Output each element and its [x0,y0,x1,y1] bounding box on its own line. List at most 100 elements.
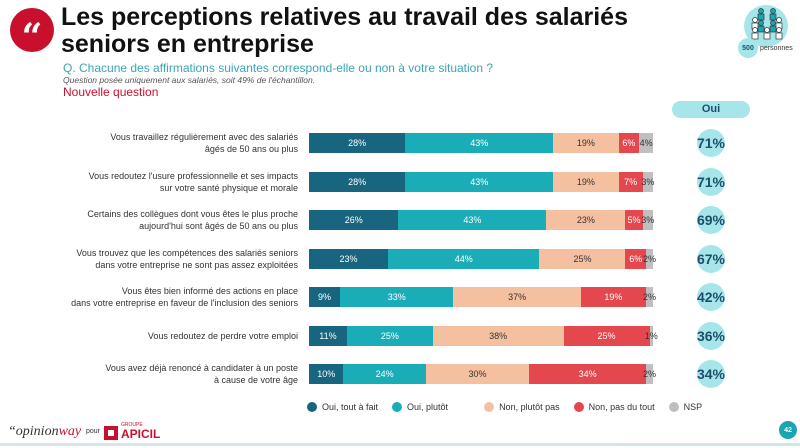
bar-segment-non-plut-t-pas: 19% [553,171,619,192]
legend-swatch [668,402,679,412]
pour-label: pour [86,428,101,435]
category-label-line: dans votre entreprise ne sont pas assez … [95,259,298,270]
category-label-line: Vous redoutez l'usure professionnelle et… [88,170,298,181]
apicil-logo: GROUPE APICIL [104,423,160,440]
legend-label: Oui, plutôt [407,402,449,412]
bar-segment-non-pas-du-tout: 7% [618,171,643,192]
oui-total-value: 42% [697,283,725,311]
data-label: 23% [576,215,595,225]
quote-icon: “ [10,8,54,55]
data-label: 33% [387,292,406,302]
oui-total-value: 71% [697,129,725,157]
legend-swatch [392,402,403,412]
bar-segment-oui-tout-fait: 23% [309,248,389,269]
data-label: 28% [348,176,367,187]
stacked-bar: 28% 43% 19% 6% 4% [309,133,653,153]
data-label: 11% [319,330,337,341]
category-label: Vous trouvez que les compétences des sal… [8,247,298,271]
bar-segment-nsp: 2% [643,287,656,307]
bar-segment-oui-plut-t: 44% [388,248,540,269]
bar-segment-non-pas-du-tout: 19% [580,287,647,307]
category-label: Vous redoutez l'usure professionnelle et… [8,170,298,194]
stacked-bar: 9% 33% 37% 19% 2% [309,287,656,307]
bar-segment-non-pas-du-tout: 6% [625,248,647,269]
data-label: 23% [339,253,358,264]
legend-swatch [484,402,495,412]
bar-segment-non-pas-du-tout: 5% [625,210,643,230]
legend-label: Non, plutôt pas [499,402,560,412]
oui-total-header: Oui [672,101,750,118]
data-label: 24% [375,369,394,379]
data-label: 26% [344,215,363,225]
stacked-bar: 23% 44% 25% 6% 2% [309,248,657,269]
footer-divider [0,443,800,446]
bar-segment-oui-plut-t: 43% [398,210,547,230]
new-question-label: Nouvelle question [63,85,159,99]
people-group-icon [751,8,783,40]
bar-segment-non-plut-t-pas: 37% [453,287,581,307]
category-label-line: Vous êtes bien informé des actions en pl… [121,286,298,296]
legend-item: Oui, plutôt [392,402,448,412]
bar-segment-oui-tout-fait: 28% [309,133,406,153]
bar-segment-nsp: 3% [641,171,654,192]
data-label: 9% [317,292,331,302]
bar-segment-non-plut-t-pas: 30% [425,364,530,384]
data-label: 1% [644,330,658,341]
bar-segment-oui-plut-t: 33% [339,287,454,307]
oui-total-value: 71% [697,167,725,196]
data-label: 43% [470,138,489,148]
oui-total-value: 67% [697,244,725,273]
data-label: 10% [317,369,336,379]
stacked-bar: 10% 24% 30% 34% 2% [309,364,656,384]
question-text: Q. Chacune des affirmations suivantes co… [63,61,494,75]
data-label: 44% [454,253,473,264]
oui-total-value: 69% [697,206,725,234]
data-label: 38% [489,330,508,341]
legend-item: Non, pas du tout [573,402,655,412]
bar-segment-oui-tout-fait: 11% [309,325,347,346]
page-number: 42 [779,421,797,439]
category-label-line: dans votre entreprise en faveur de l'inc… [71,298,298,308]
legend-label: NSP [683,402,703,412]
bar-segment-nsp: 1% [645,325,658,346]
category-label: Vous travaillez régulièrement avec des s… [8,131,298,155]
oui-total-value: 36% [697,321,725,350]
apicil-logo-mark [104,426,118,440]
data-label: 5% [627,215,641,225]
chart-legend: Oui, tout à fait Oui, plutôt Non, plutôt p… [307,402,716,412]
bar-segment-nsp: 2% [643,364,656,384]
category-label-line: Vous trouvez que les compétences des sal… [76,247,298,258]
legend-swatch [573,402,584,412]
bar-segment-oui-tout-fait: 9% [309,287,340,307]
sample-size-badge: 500 personnes [736,2,798,58]
data-label: 2% [643,253,657,264]
category-label-line: âgés de 50 ans ou plus [204,144,298,154]
data-label: 19% [576,138,595,148]
data-label: 28% [348,138,367,148]
category-label-line: sur votre santé physique et morale [159,182,298,193]
data-label: 25% [380,330,399,341]
data-label: 6% [622,138,636,148]
bar-segment-non-plut-t-pas: 25% [539,248,626,269]
legend-label: Oui, tout à fait [322,402,379,412]
bar-segment-non-pas-du-tout: 34% [529,364,647,384]
stacked-bar: 11% 25% 38% 25% 1% [309,325,658,346]
data-label: 25% [573,253,592,264]
data-label: 37% [508,292,527,302]
category-label: Vous êtes bien informé des actions en pl… [8,285,298,309]
data-label: 30% [468,369,487,379]
page-title: Les perceptions relatives au travail des… [61,3,628,58]
stacked-bar: 26% 43% 23% 5% 3% [309,210,655,230]
bar-segment-nsp: 4% [639,133,653,153]
category-label-line: à cause de votre âge [213,375,298,385]
category-label-line: Vous avez déjà renoncé à candidater à un… [105,363,298,373]
bar-segment-oui-tout-fait: 26% [309,210,399,230]
bar-segment-oui-plut-t: 43% [405,133,554,153]
stacked-bar: 28% 43% 19% 7% 3% [309,171,654,192]
legend-item: Non, plutôt pas [484,402,560,412]
bar-segment-non-pas-du-tout: 25% [563,325,650,346]
data-label: 3% [641,215,655,225]
bar-segment-oui-plut-t: 25% [346,325,433,346]
bar-segment-non-plut-t-pas: 23% [546,210,626,230]
category-label: Vous avez déjà renoncé à candidater à un… [8,362,298,386]
